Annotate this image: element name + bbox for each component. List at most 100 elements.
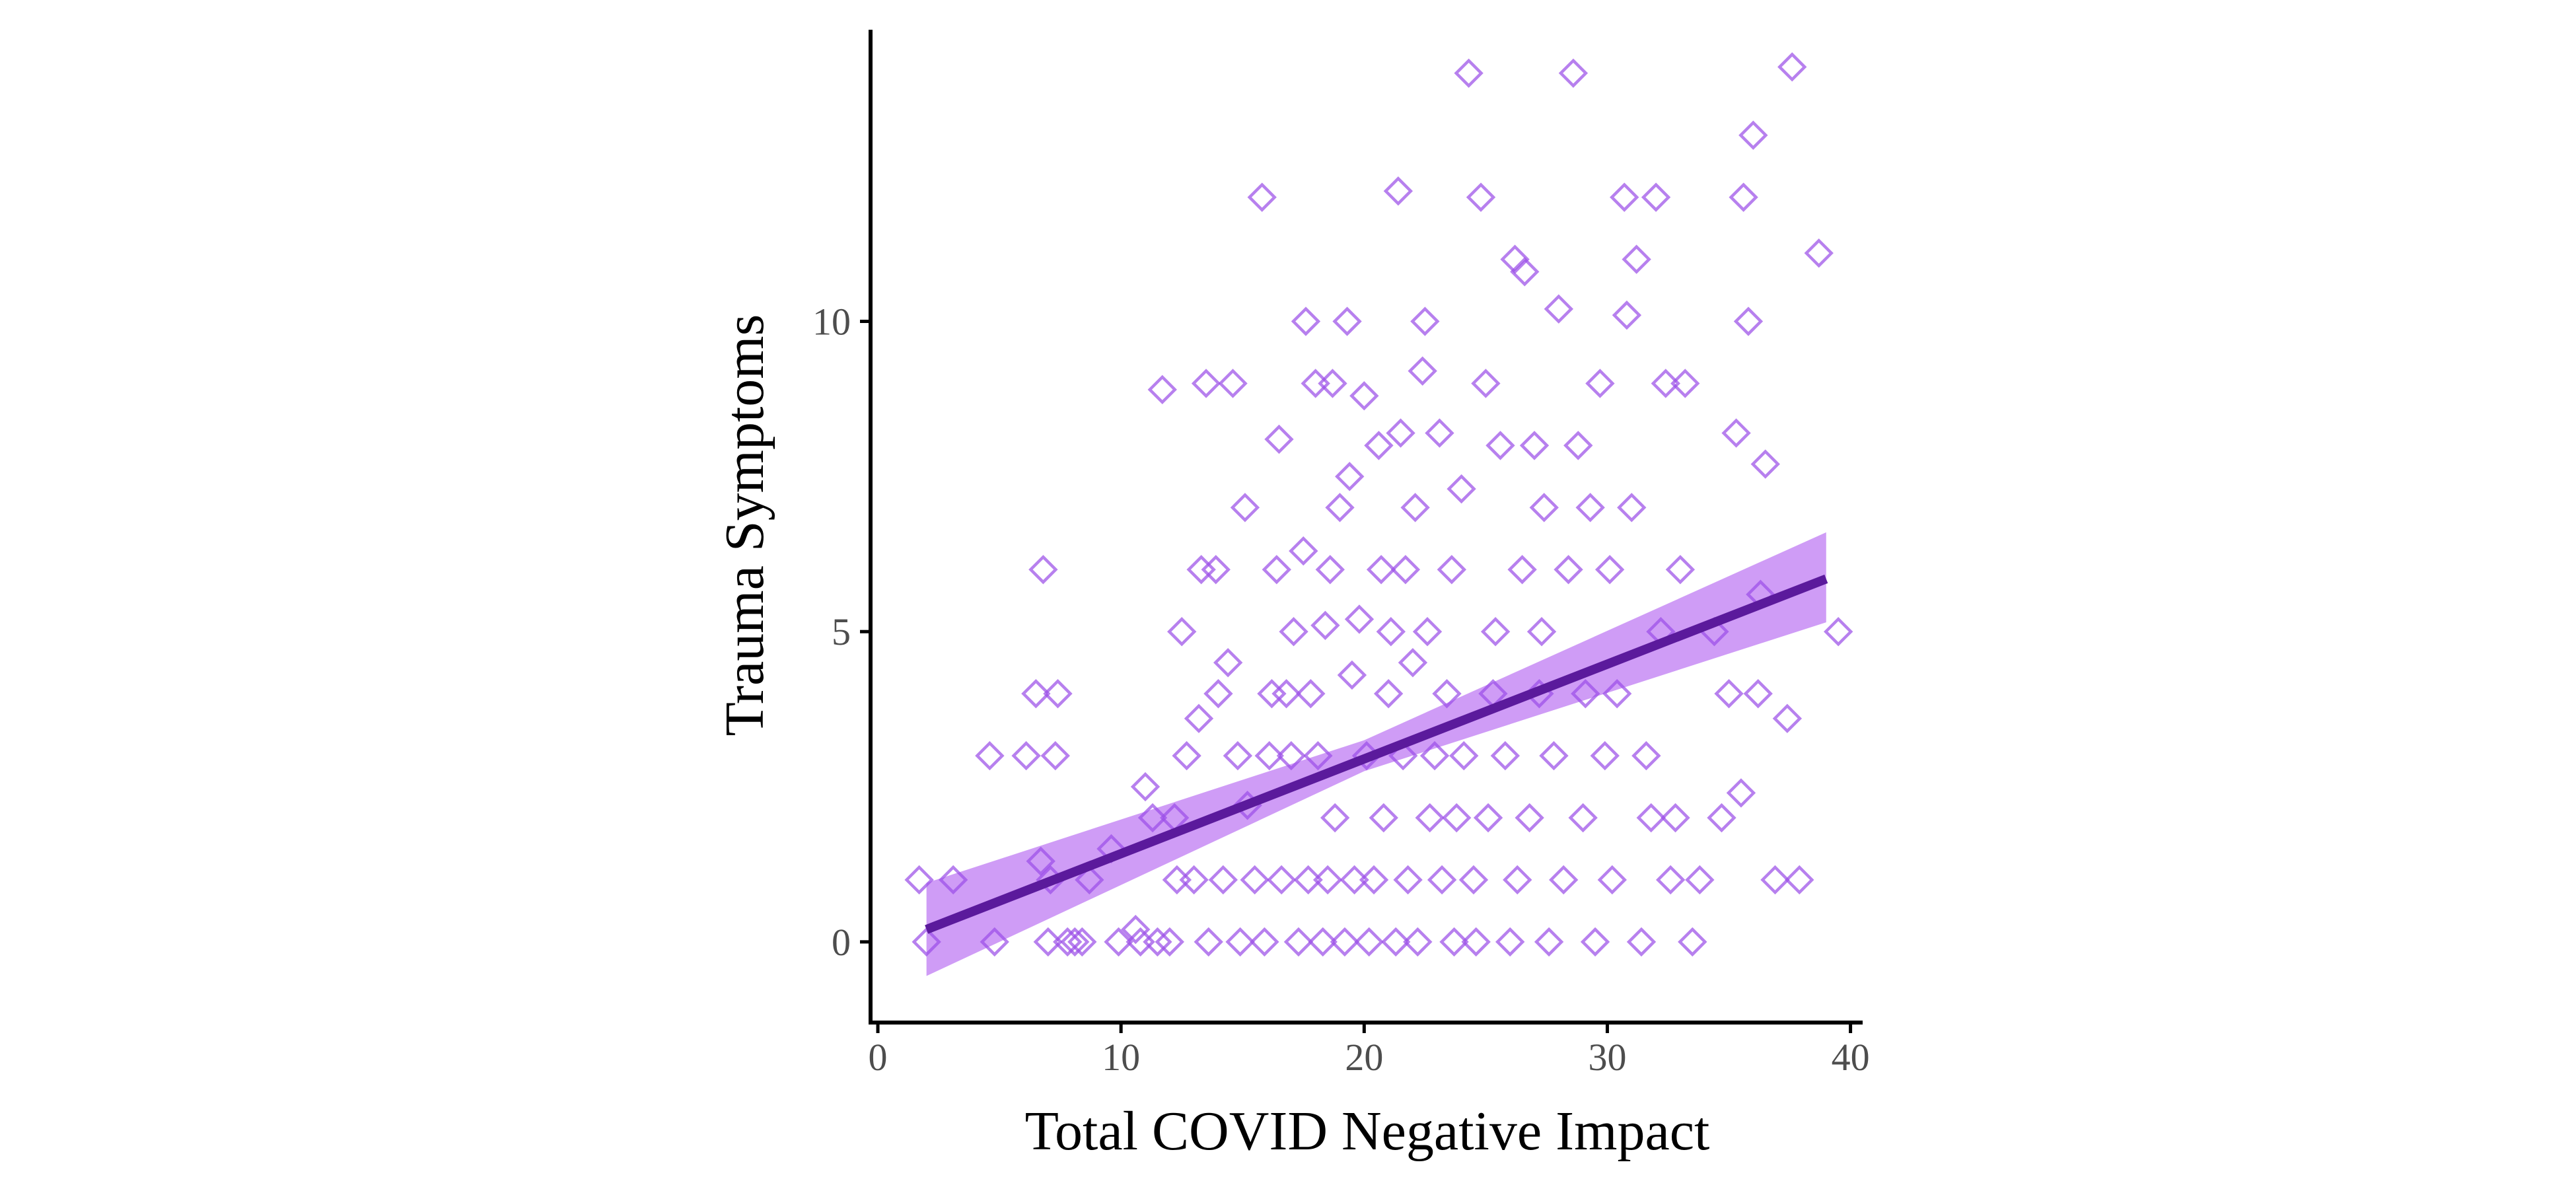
data-point [1254, 740, 1284, 771]
data-point [1665, 555, 1696, 585]
data-point [1354, 927, 1384, 957]
data-point [1594, 555, 1625, 585]
data-point [1194, 927, 1223, 957]
data-point [1425, 418, 1454, 448]
data-point [1485, 431, 1515, 460]
data-point [1760, 865, 1790, 895]
data-point [1240, 865, 1270, 895]
data-point [1250, 927, 1279, 957]
data-point [1480, 617, 1511, 647]
y-tick-label: 10 [812, 301, 851, 343]
data-point [1612, 300, 1642, 330]
data-point [1449, 740, 1479, 771]
data-point [1033, 927, 1063, 957]
data-point [1223, 740, 1253, 771]
data-point [1403, 927, 1433, 957]
data-point [1320, 803, 1350, 833]
data-point [1590, 740, 1620, 771]
data-point [1257, 678, 1287, 709]
data-point [1364, 431, 1394, 460]
data-point [912, 927, 941, 957]
data-point [1312, 865, 1343, 895]
data-point [1293, 865, 1323, 895]
data-point [1344, 604, 1375, 634]
x-tick-label: 20 [1345, 1036, 1383, 1079]
data-point [1400, 493, 1430, 522]
data-point [1602, 678, 1632, 709]
data-point [1454, 58, 1484, 88]
data-point [1186, 555, 1216, 585]
data-point [1466, 182, 1496, 212]
data-point [1824, 617, 1853, 647]
data-point [1191, 369, 1221, 398]
data-point [1554, 555, 1583, 585]
data-point [1510, 257, 1540, 287]
data-point [1617, 493, 1647, 522]
data-point [1310, 610, 1340, 640]
data-point [1410, 306, 1440, 336]
data-point [1626, 927, 1657, 957]
data-point [1390, 555, 1421, 585]
data-point [1289, 536, 1318, 566]
data-point [1636, 803, 1666, 833]
data-point [1471, 369, 1501, 398]
data-point [1427, 865, 1457, 895]
data-point [1104, 927, 1133, 957]
data-point [1247, 182, 1277, 212]
data-point [1262, 555, 1291, 585]
data-point [1301, 369, 1330, 398]
data-point [1721, 418, 1751, 448]
data-point [1408, 356, 1437, 386]
data-point [1707, 803, 1736, 833]
data-point [1380, 927, 1411, 957]
data-point [1597, 865, 1628, 895]
y-tick-label: 0 [832, 921, 851, 964]
data-point [1366, 555, 1396, 585]
y-axis-title: Trauma Symptoms [714, 314, 775, 737]
data-point [1335, 462, 1365, 491]
data-point [1519, 431, 1550, 460]
data-point [1610, 182, 1639, 212]
data-point [1230, 493, 1260, 522]
data-point [1785, 865, 1814, 895]
data-point [1021, 678, 1051, 709]
y-tick-label: 5 [832, 610, 851, 653]
data-point [1276, 740, 1306, 771]
data-point [1655, 865, 1686, 895]
data-point [1172, 740, 1201, 771]
data-point [1437, 555, 1467, 585]
tick-labels-layer: 0 10 20 30 40 0 5 10 [812, 301, 1870, 1079]
data-point [1458, 865, 1489, 895]
data-point [1419, 740, 1450, 771]
data-point [1067, 927, 1097, 957]
data-point [1043, 678, 1073, 709]
data-point [1393, 865, 1423, 895]
data-point [1631, 740, 1661, 771]
data-point [1208, 865, 1238, 895]
data-point [1398, 647, 1428, 678]
data-point [1503, 865, 1532, 895]
data-point [1651, 369, 1680, 398]
data-point [1777, 52, 1807, 82]
data-point [1729, 182, 1758, 212]
data-point [938, 865, 968, 895]
data-point [1534, 927, 1564, 957]
data-point [1661, 803, 1690, 833]
data-point [1670, 369, 1700, 398]
data-point [1738, 120, 1768, 150]
data-point [1279, 617, 1308, 647]
data-point [1571, 678, 1600, 709]
data-point [1359, 865, 1389, 895]
data-point [1685, 865, 1715, 895]
data-point [1332, 306, 1362, 336]
data-point [1308, 927, 1338, 957]
data-point [1130, 772, 1161, 802]
data-point [1733, 306, 1764, 336]
data-point [1026, 846, 1055, 876]
data-point [1121, 914, 1151, 945]
data-point [1549, 865, 1579, 895]
data-point [1340, 865, 1369, 895]
data-point [1147, 375, 1177, 405]
data-point [1580, 927, 1610, 957]
